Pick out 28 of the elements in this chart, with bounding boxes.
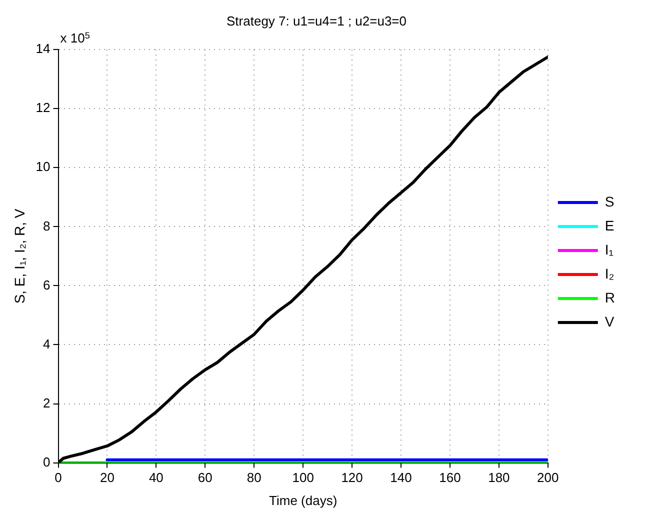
y-tick-label: 0 (43, 454, 50, 470)
x-tick-label: 120 (341, 470, 363, 486)
y-axis-title: S, E, I₁, I₂, R, V (11, 208, 28, 304)
x-tick-label: 80 (246, 470, 262, 486)
legend-label: V (604, 313, 615, 330)
chart-title: Strategy 7: u1=u4=1 ; u2=u3=0 (226, 13, 406, 28)
y-tick-label: 6 (43, 277, 50, 292)
legend-label: R (604, 289, 616, 306)
x-axis-title: Time (days) (269, 492, 338, 508)
x-tick-label: 40 (148, 470, 164, 486)
x-tick-label: 60 (198, 470, 212, 486)
legend-label: S (604, 193, 614, 210)
legend-label: E (604, 217, 614, 234)
x-tick-label: 140 (390, 470, 412, 486)
x-tick-label: 0 (54, 470, 62, 486)
y-tick-label: 14 (36, 41, 50, 56)
y-tick-label: 10 (36, 159, 50, 174)
y-tick-label: 2 (43, 395, 50, 410)
legend-label: I₂ (604, 265, 614, 282)
legend-label: I₁ (604, 241, 614, 258)
x-tick-label: 100 (292, 470, 314, 486)
x-tick-label: 180 (488, 470, 510, 486)
y-tick-label: 4 (43, 336, 50, 352)
x-tick-label: 200 (537, 470, 559, 486)
y-tick-label: 8 (43, 218, 50, 234)
y-tick-label: 12 (36, 100, 50, 116)
x-tick-label: 160 (439, 470, 461, 486)
x-tick-label: 20 (100, 470, 114, 486)
